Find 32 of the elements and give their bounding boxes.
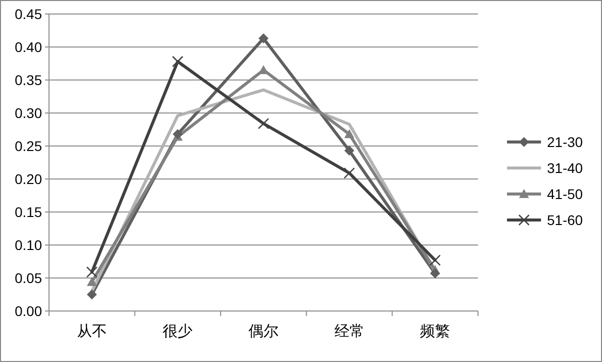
y-tick-label: 0.20 bbox=[14, 171, 42, 187]
y-tick-label: 0.25 bbox=[14, 138, 42, 154]
point bbox=[344, 129, 354, 138]
y-tick-label: 0.05 bbox=[14, 270, 42, 286]
y-tick-label: 0.00 bbox=[14, 303, 42, 319]
point bbox=[258, 33, 268, 44]
point bbox=[86, 266, 98, 278]
point bbox=[172, 129, 183, 140]
point bbox=[344, 167, 355, 179]
point bbox=[86, 290, 97, 300]
point bbox=[344, 146, 354, 156]
point bbox=[86, 276, 97, 286]
x-tick-label: 偶尔 bbox=[248, 323, 278, 340]
legend-label: 41-50 bbox=[547, 186, 584, 202]
x-tick-label: 很少 bbox=[162, 323, 193, 340]
x-tick-label: 频繁 bbox=[420, 323, 450, 340]
y-tick-label: 0.10 bbox=[14, 237, 42, 253]
x-tick-label: 从不 bbox=[76, 323, 107, 340]
legend-label: 51-60 bbox=[547, 212, 584, 228]
x-tick-label: 经常 bbox=[334, 323, 364, 340]
point bbox=[258, 65, 268, 74]
point bbox=[430, 268, 440, 278]
y-tick-label: 0.40 bbox=[14, 39, 42, 55]
legend-label: 31-40 bbox=[547, 160, 584, 176]
y-tick-label: 0.35 bbox=[14, 72, 42, 88]
point bbox=[429, 254, 441, 266]
point bbox=[258, 118, 270, 130]
y-tick-label: 0.45 bbox=[14, 6, 42, 22]
y-tick-label: 0.30 bbox=[14, 105, 42, 121]
legend-label: 21-30 bbox=[547, 134, 584, 150]
point bbox=[172, 56, 184, 68]
y-tick-label: 0.15 bbox=[14, 204, 42, 220]
